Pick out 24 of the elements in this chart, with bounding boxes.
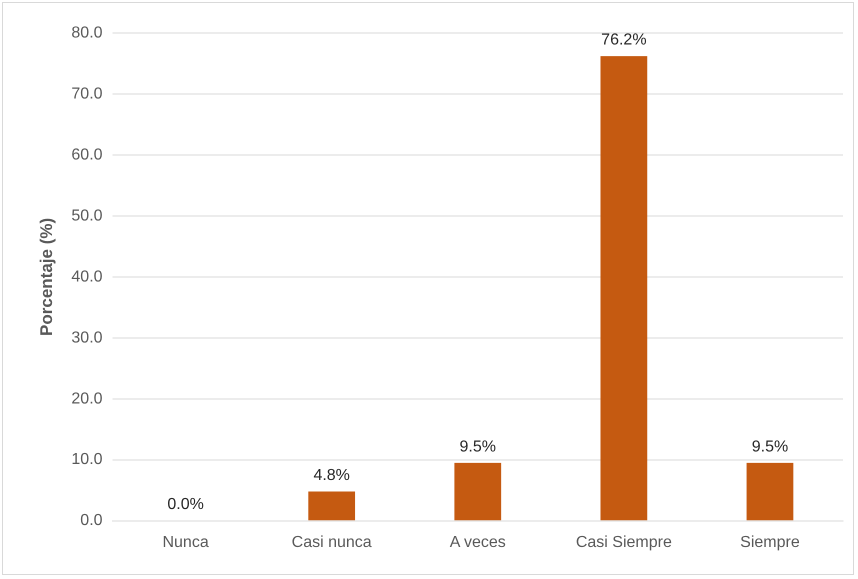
x-tick-label: Casi nunca — [292, 534, 372, 551]
bar — [600, 56, 648, 520]
x-tick-label: Casi Siempre — [576, 534, 672, 551]
data-label: 4.8% — [313, 466, 350, 484]
x-tick-label: Nunca — [162, 534, 209, 551]
x-tick-label: Siempre — [740, 534, 800, 551]
y-tick-label: 20.0 — [71, 390, 103, 408]
x-tick-label: A veces — [450, 534, 506, 551]
data-label: 9.5% — [752, 438, 788, 456]
data-label: 76.2% — [601, 32, 647, 49]
y-tick-label: 80.0 — [71, 24, 103, 42]
y-tick-label: 40.0 — [71, 268, 103, 286]
data-label: 0.0% — [167, 496, 204, 514]
bar — [454, 462, 502, 520]
y-tick-label: 30.0 — [71, 329, 103, 346]
bar — [746, 462, 794, 520]
y-tick-label: 0.0 — [80, 512, 103, 530]
y-tick-label: 50.0 — [71, 207, 103, 224]
y-tick-label: 60.0 — [71, 146, 103, 164]
bar — [308, 492, 356, 520]
y-tick-label: 70.0 — [71, 85, 103, 102]
y-axis-title: Porcentaje (%) — [36, 218, 56, 336]
y-tick-label: 10.0 — [71, 451, 103, 468]
data-label: 9.5% — [460, 438, 496, 456]
